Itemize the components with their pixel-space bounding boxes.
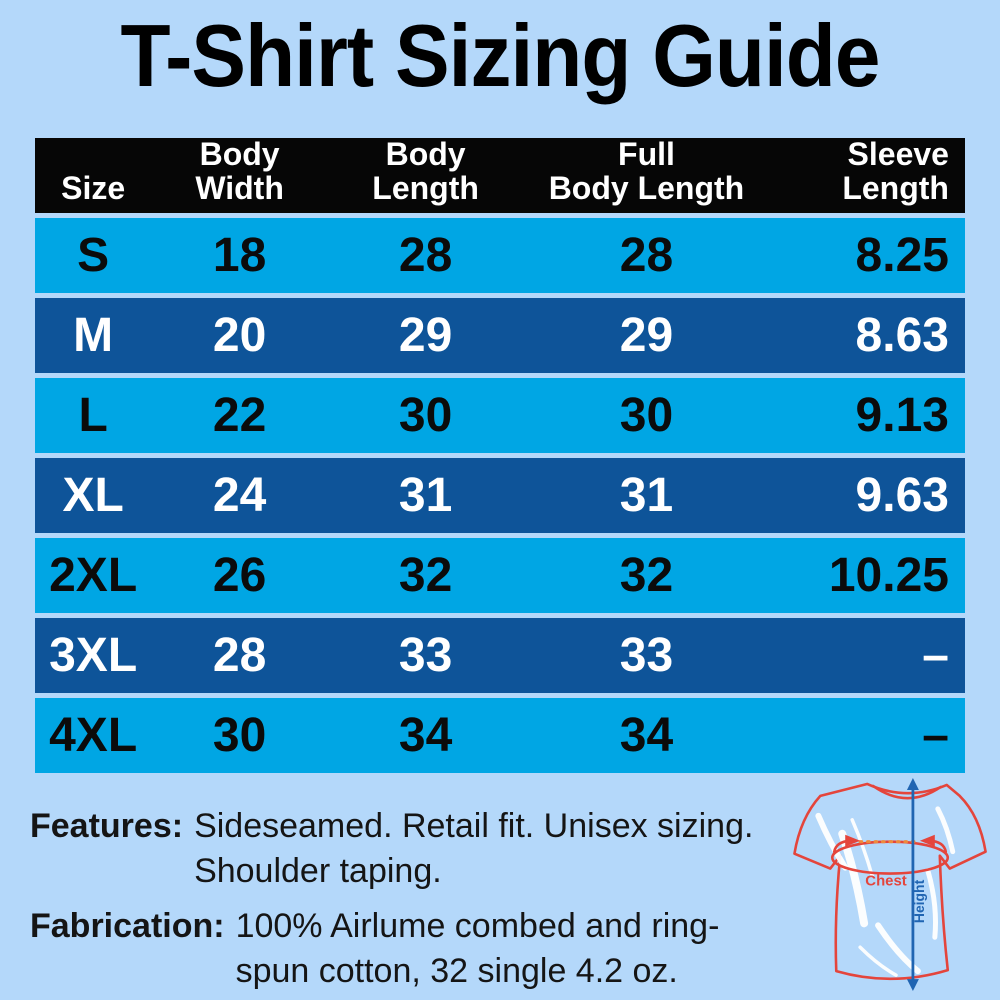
header-label: Size	[61, 169, 126, 206]
table-row-l: L 22 30 30 9.13	[35, 378, 965, 453]
fabrication-label: Fabrication:	[30, 906, 225, 945]
header-cell-size: Size	[35, 138, 151, 214]
table-row-xl: XL 24 31 31 9.63	[35, 458, 965, 533]
value-cell: 8.63	[855, 309, 949, 362]
value-cell: 28	[212, 629, 267, 682]
value-cell: 33	[398, 629, 453, 682]
table-row-m: M 20 29 29 8.63	[35, 298, 965, 373]
value-cell: 30	[212, 709, 267, 762]
tshirt-measurement-diagram: Chest Height	[790, 776, 1000, 1000]
header-label: Sleeve Length	[842, 136, 949, 206]
fabrication-note: Fabrication: 100% Airlume combed and rin…	[30, 904, 805, 994]
features-text: Sideseamed. Retail fit. Unisex sizing. S…	[194, 804, 753, 894]
value-cell: 31	[398, 469, 453, 522]
value-cell: 31	[619, 469, 674, 522]
value-cell: 32	[619, 549, 674, 602]
chest-arrowhead-left	[845, 834, 861, 847]
fabrication-text: 100% Airlume combed and ring- spun cotto…	[236, 904, 720, 994]
height-arrowhead-top	[906, 777, 919, 790]
tshirt-illustration: Chest Height	[793, 777, 987, 992]
header-label: Body Length	[372, 136, 479, 206]
value-cell: 20	[212, 309, 267, 362]
table-row-s: S 18 28 28 8.25	[35, 218, 965, 293]
value-cell: 9.63	[855, 469, 949, 522]
value-cell: 28	[619, 229, 674, 282]
value-cell: 34	[619, 709, 674, 762]
value-cell: 9.13	[855, 389, 949, 442]
header-cell-body-width: Body Width	[151, 136, 328, 214]
features-line-2: Shoulder taping.	[194, 851, 442, 890]
features-label: Features:	[30, 807, 184, 845]
value-cell: 30	[398, 389, 453, 442]
height-measurement: Height	[906, 777, 927, 992]
header-label: Body Width	[195, 136, 284, 206]
chest-measurement: Chest	[830, 834, 950, 890]
size-cell: S	[77, 229, 110, 282]
header-label: Full Body Length	[548, 136, 745, 206]
value-cell: 34	[398, 709, 453, 762]
chest-arrowhead-right	[919, 834, 935, 847]
features-line-1: Sideseamed. Retail fit. Unisex sizing.	[194, 807, 754, 845]
value-cell: 10.25	[828, 549, 949, 602]
size-cell: 3XL	[49, 629, 138, 682]
height-arrowhead-bottom	[906, 979, 919, 992]
value-cell: 24	[212, 469, 267, 522]
features-note: Features: Sideseamed. Retail fit. Unisex…	[30, 804, 805, 894]
value-cell: –	[922, 709, 949, 762]
chest-label: Chest	[865, 873, 906, 890]
size-cell: XL	[62, 469, 124, 522]
fabrication-line-2: spun cotton, 32 single 4.2 oz.	[235, 951, 678, 990]
value-cell: 22	[212, 389, 267, 442]
value-cell: 18	[212, 229, 267, 282]
size-cell: 2XL	[49, 549, 138, 602]
value-cell: 8.25	[855, 229, 949, 282]
page-title: T-Shirt Sizing Guide	[120, 6, 881, 105]
value-cell: 32	[398, 549, 453, 602]
value-cell: 30	[619, 389, 674, 442]
table-row-2xl: 2XL 26 32 32 10.25	[35, 538, 965, 613]
size-cell: L	[78, 389, 108, 442]
value-cell: 29	[398, 309, 453, 362]
value-cell: 33	[619, 629, 674, 682]
size-cell: M	[73, 309, 114, 362]
fabrication-line-1: 100% Airlume combed and ring-	[235, 906, 720, 945]
table-header-row: Size Body Width Body Length Full Body Le…	[35, 136, 965, 214]
height-label: Height	[911, 879, 927, 923]
shirt-outline	[793, 782, 987, 981]
value-cell: 28	[398, 229, 453, 282]
header-cell-sleeve-length: Sleeve Length	[770, 136, 965, 214]
table-row-4xl: 4XL 30 34 34 –	[35, 698, 965, 773]
size-table: Size Body Width Body Length Full Body Le…	[35, 136, 965, 773]
value-cell: –	[922, 629, 949, 682]
size-cell: 4XL	[49, 709, 138, 762]
header-cell-body-length: Body Length	[328, 136, 523, 214]
header-cell-full-body-length: Full Body Length	[523, 136, 769, 214]
table-row-3xl: 3XL 28 33 33 –	[35, 618, 965, 693]
value-cell: 29	[619, 309, 674, 362]
notes-section: Features: Sideseamed. Retail fit. Unisex…	[30, 804, 805, 1000]
value-cell: 26	[212, 549, 267, 602]
table-body: S 18 28 28 8.25 M 20 29 29 8.63 L 22 30 30 9.13 XL 24 31 3…	[35, 218, 965, 773]
